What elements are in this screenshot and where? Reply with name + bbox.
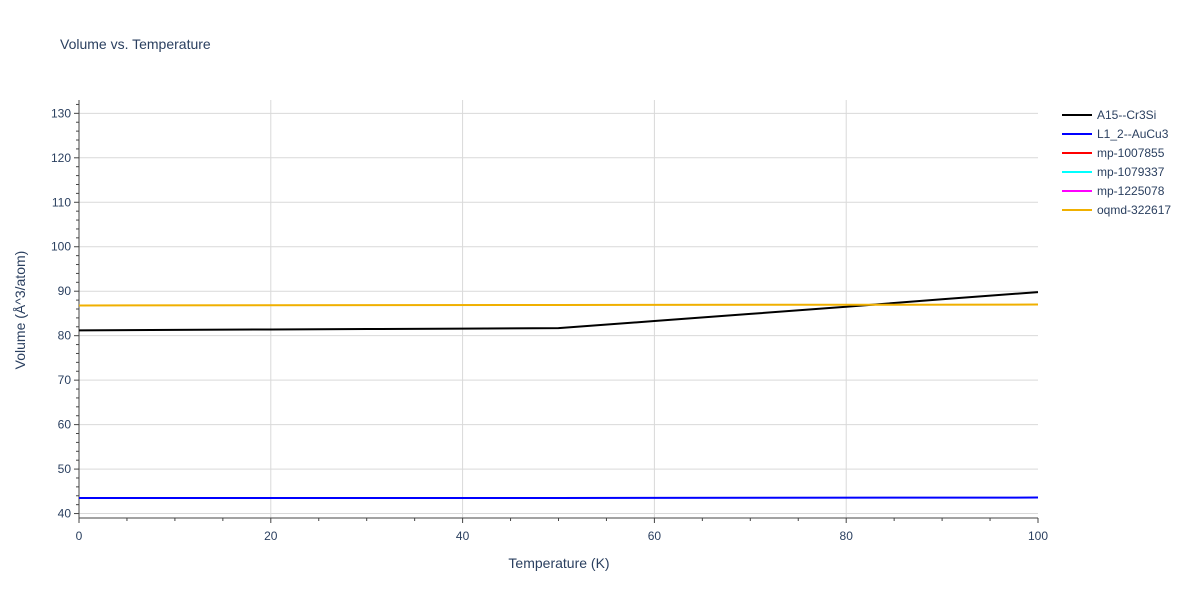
x-tick-label: 0	[76, 529, 83, 543]
y-tick-label: 80	[58, 329, 72, 343]
y-tick-label: 60	[58, 418, 72, 432]
x-tick-label: 100	[1028, 529, 1048, 543]
x-tick-label: 40	[456, 529, 470, 543]
legend-label[interactable]: mp-1079337	[1097, 165, 1165, 179]
y-tick-label: 120	[51, 151, 71, 165]
legend-label[interactable]: mp-1007855	[1097, 146, 1165, 160]
legend-label[interactable]: oqmd-322617	[1097, 203, 1171, 217]
chart-title: Volume vs. Temperature	[60, 36, 211, 52]
series-line-A15--Cr3Si	[78, 291, 1039, 332]
legend-label[interactable]: L1_2--AuCu3	[1097, 127, 1169, 141]
x-tick-label: 80	[840, 529, 854, 543]
x-tick-label: 20	[264, 529, 278, 543]
y-tick-label: 90	[58, 284, 72, 298]
series-line-oqmd-322617	[78, 303, 1039, 307]
series-lines	[78, 291, 1039, 499]
x-tick-label: 60	[648, 529, 662, 543]
y-tick-label: 130	[51, 106, 71, 120]
y-tick-label: 100	[51, 240, 71, 254]
y-tick-label: 50	[58, 462, 72, 476]
grid-lines	[79, 100, 1038, 518]
legend-label[interactable]: mp-1225078	[1097, 184, 1165, 198]
x-axis-title: Temperature (K)	[508, 555, 609, 571]
legend: A15--Cr3Si L1_2--AuCu3 mp-1007855 mp-107933…	[1062, 108, 1171, 217]
legend-label[interactable]: A15--Cr3Si	[1097, 108, 1156, 122]
y-tick-label: 70	[58, 373, 72, 387]
y-tick-label: 40	[58, 507, 72, 521]
y-axis-title: Volume (Å^3/atom)	[12, 251, 28, 370]
axes: 40 50 60 70 80 90 100 110 120 130 0 20 40 60 80 100	[51, 100, 1048, 543]
y-tick-label: 110	[52, 195, 71, 209]
